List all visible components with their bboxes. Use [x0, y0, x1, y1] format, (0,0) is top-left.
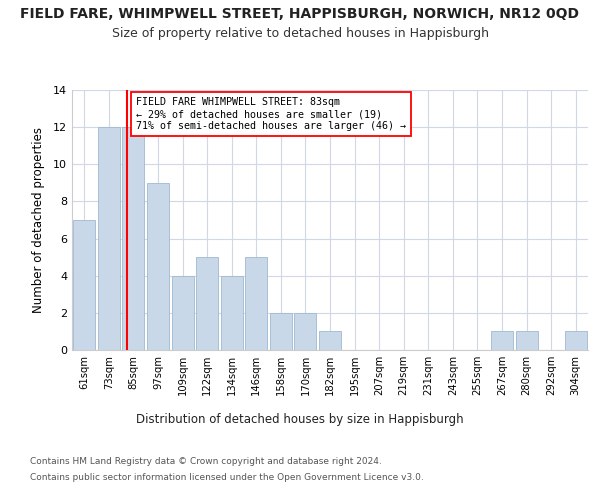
Bar	[515, 332, 538, 350]
Bar	[245, 257, 268, 350]
Bar	[270, 313, 292, 350]
Bar	[172, 276, 194, 350]
Text: FIELD FARE, WHIMPWELL STREET, HAPPISBURGH, NORWICH, NR12 0QD: FIELD FARE, WHIMPWELL STREET, HAPPISBURG…	[20, 8, 580, 22]
Bar	[98, 127, 120, 350]
Bar	[565, 332, 587, 350]
Y-axis label: Number of detached properties: Number of detached properties	[32, 127, 44, 313]
Bar	[196, 257, 218, 350]
Bar	[295, 313, 316, 350]
Text: Contains public sector information licensed under the Open Government Licence v3: Contains public sector information licen…	[30, 472, 424, 482]
Bar	[73, 220, 95, 350]
Text: Distribution of detached houses by size in Happisburgh: Distribution of detached houses by size …	[136, 412, 464, 426]
Bar	[147, 183, 169, 350]
Text: Contains HM Land Registry data © Crown copyright and database right 2024.: Contains HM Land Registry data © Crown c…	[30, 458, 382, 466]
Bar	[122, 127, 145, 350]
Text: FIELD FARE WHIMPWELL STREET: 83sqm
← 29% of detached houses are smaller (19)
71%: FIELD FARE WHIMPWELL STREET: 83sqm ← 29%…	[136, 98, 406, 130]
Bar	[221, 276, 243, 350]
Text: Size of property relative to detached houses in Happisburgh: Size of property relative to detached ho…	[112, 28, 488, 40]
Bar	[319, 332, 341, 350]
Bar	[491, 332, 513, 350]
